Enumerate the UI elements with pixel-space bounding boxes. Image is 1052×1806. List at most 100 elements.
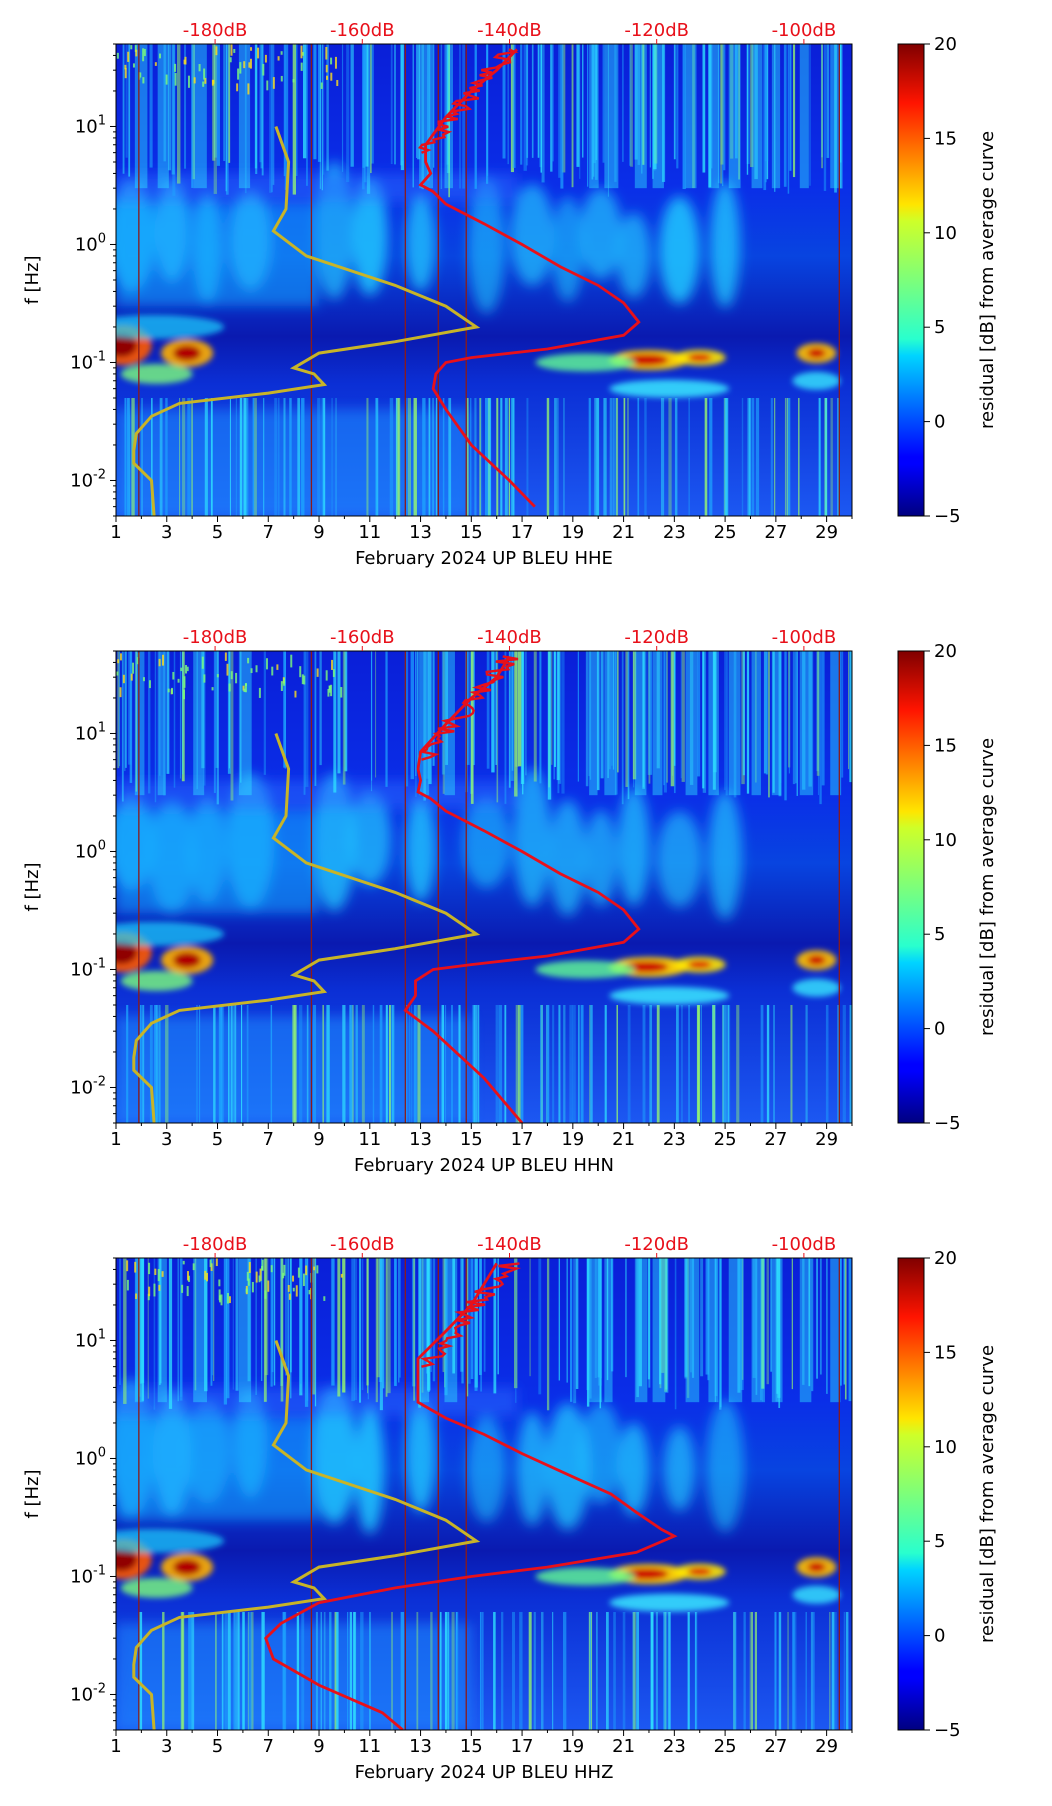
top-tick-label: -100dB — [772, 1234, 837, 1255]
y-tick-label: 101 — [75, 113, 106, 137]
y-tick-label: 101 — [75, 1327, 106, 1351]
x-tick-label: 27 — [764, 1129, 787, 1150]
red-curve-jitter — [417, 48, 519, 154]
y-tick-label: 10-2 — [70, 1681, 106, 1705]
x-tick-label: 27 — [764, 522, 787, 543]
yellow-curve — [132, 125, 481, 516]
red-curve — [418, 48, 641, 508]
x-tick-label: 15 — [460, 1129, 483, 1150]
x-tick-label: 25 — [714, 522, 737, 543]
top-tick-label: -100dB — [772, 20, 837, 41]
colorbar-tick-label: 20 — [934, 641, 957, 662]
x-tick-label: 17 — [511, 1736, 534, 1757]
x-tick-label: 19 — [561, 1736, 584, 1757]
x-tick-label: 13 — [409, 522, 432, 543]
yellow-curve — [132, 732, 481, 1123]
colorbar-tick-label: −5 — [934, 1113, 961, 1134]
y-axis-label: f [Hz] — [22, 255, 43, 304]
colorbar-tick-label: 15 — [934, 735, 957, 756]
x-axis-label: February 2024 UP BLEU HHN — [354, 1155, 614, 1176]
x-tick-label: 5 — [212, 1736, 223, 1757]
x-tick-label: 29 — [815, 1736, 838, 1757]
red-curve-jitter — [420, 1262, 522, 1368]
x-tick-label: 7 — [263, 1736, 274, 1757]
colorbar-tick-label: −5 — [934, 506, 961, 527]
top-tick-label: -180dB — [183, 627, 248, 648]
x-tick-label: 19 — [561, 1129, 584, 1150]
x-axis-label: February 2024 UP BLEU HHZ — [355, 1762, 614, 1783]
x-tick-label: 3 — [161, 522, 172, 543]
colorbar-label: residual [dB] from average curve — [977, 131, 998, 429]
top-axis: -180dB -160dB -140dB -120dB -100dB — [183, 1234, 836, 1258]
spectrogram — [116, 1258, 852, 1730]
y-tick-label: 10-1 — [70, 1563, 106, 1587]
x-tick-label: 15 — [460, 1736, 483, 1757]
red-curve — [264, 1262, 678, 1730]
x-tick-label: 19 — [561, 522, 584, 543]
spectrogram — [116, 651, 852, 1123]
top-tick-label: -160dB — [330, 20, 395, 41]
top-tick-label: -180dB — [183, 1234, 248, 1255]
top-tick-label: -160dB — [330, 627, 395, 648]
colorbar: 20 15 10 5 0 −5 residual [dB] from average cur… — [897, 641, 998, 1134]
x-tick-label: 1 — [110, 1736, 121, 1757]
y-axis-label: f [Hz] — [22, 862, 43, 911]
x-axis: 1 3 5 7 9 11 13 15 17 19 21 23 25 27 29 — [110, 516, 853, 543]
colorbar-tick-label: 0 — [934, 1019, 945, 1040]
x-tick-label: 7 — [263, 522, 274, 543]
colorbar-tick-label: 15 — [934, 128, 957, 149]
top-tick-label: -160dB — [330, 1234, 395, 1255]
y-tick-label: 10-2 — [70, 1074, 106, 1098]
x-tick-label: 9 — [313, 1129, 324, 1150]
top-tick-label: -100dB — [772, 627, 837, 648]
x-tick-label: 9 — [313, 522, 324, 543]
x-tick-label: 13 — [409, 1129, 432, 1150]
y-tick-label: 100 — [75, 838, 106, 862]
colorbar-tick-label: 15 — [934, 1342, 957, 1363]
spectrogram — [116, 44, 852, 516]
y-tick-label: 100 — [75, 1445, 106, 1469]
x-tick-label: 17 — [511, 522, 534, 543]
colorbar-label: residual [dB] from average curve — [977, 738, 998, 1036]
colorbar-tick-label: 10 — [934, 223, 957, 244]
colorbar-tick-label: 20 — [934, 34, 957, 55]
x-tick-label: 13 — [409, 1736, 432, 1757]
x-axis-label: February 2024 UP BLEU HHE — [355, 548, 613, 569]
x-tick-label: 9 — [313, 1736, 324, 1757]
x-axis: 1 3 5 7 9 11 13 15 17 19 21 23 25 27 29 — [110, 1730, 853, 1757]
x-tick-label: 11 — [358, 1129, 381, 1150]
x-axis: 1 3 5 7 9 11 13 15 17 19 21 23 25 27 29 — [110, 1123, 853, 1150]
y-tick-label: 10-2 — [70, 467, 106, 491]
x-tick-label: 21 — [612, 1129, 635, 1150]
x-tick-label: 29 — [815, 1129, 838, 1150]
x-tick-label: 17 — [511, 1129, 534, 1150]
red-curve-jitter — [419, 655, 519, 761]
x-tick-label: 7 — [263, 1129, 274, 1150]
top-tick-label: -120dB — [624, 1234, 689, 1255]
vertical-lines — [138, 1258, 840, 1730]
colorbar-tick-label: 10 — [934, 830, 957, 851]
x-tick-label: 1 — [110, 522, 121, 543]
x-tick-label: 23 — [663, 1129, 686, 1150]
vertical-lines — [138, 651, 840, 1123]
top-tick-label: -120dB — [624, 627, 689, 648]
y-axis: 10-2 10-1 100 101 — [70, 1257, 116, 1731]
x-tick-label: 23 — [663, 522, 686, 543]
colorbar-tick-label: 0 — [934, 412, 945, 433]
y-axis-label: f [Hz] — [22, 1469, 43, 1518]
colorbar-tick-label: 0 — [934, 1626, 945, 1647]
x-tick-label: 3 — [161, 1129, 172, 1150]
top-axis: -180dB -160dB -140dB -120dB -100dB — [183, 20, 836, 44]
x-tick-label: 3 — [161, 1736, 172, 1757]
colorbar-tick-label: 5 — [934, 924, 945, 945]
colorbar-tick-label: −5 — [934, 1720, 961, 1741]
x-tick-label: 29 — [815, 522, 838, 543]
x-tick-label: 11 — [358, 522, 381, 543]
y-tick-label: 100 — [75, 231, 106, 255]
y-tick-label: 10-1 — [70, 956, 106, 980]
x-tick-label: 25 — [714, 1129, 737, 1150]
colorbar: 20 15 10 5 0 −5 residual [dB] from average cur… — [897, 34, 998, 527]
